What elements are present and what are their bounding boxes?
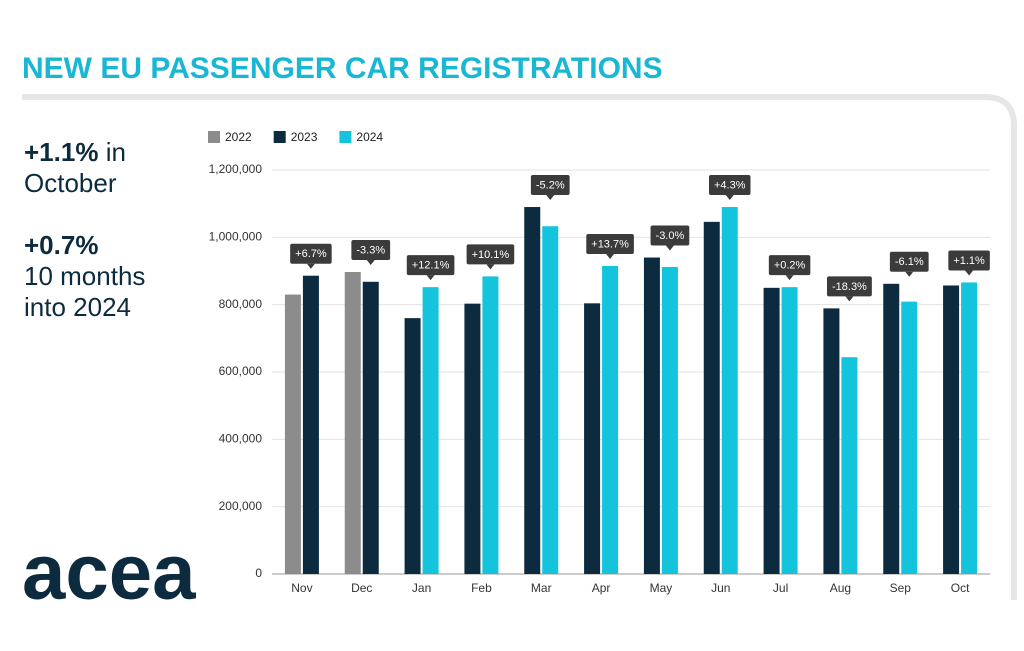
annotation-box: [290, 243, 332, 264]
annotation-box: [889, 251, 929, 272]
x-tick-label: Oct: [951, 581, 970, 595]
y-tick-label: 1,000,000: [209, 230, 263, 244]
logo: acea: [22, 528, 196, 616]
bar: [362, 281, 379, 574]
x-tick-label: Mar: [531, 581, 552, 595]
bar: [464, 303, 481, 574]
annotation-pointer: [486, 264, 495, 270]
annotation-label: +1.1%: [953, 255, 985, 267]
bar: [643, 257, 660, 574]
legend-swatch: [273, 131, 286, 143]
bar: [302, 275, 319, 574]
x-tick-label: Feb: [471, 581, 492, 595]
x-tick-label: Jan: [412, 581, 431, 595]
annotation-label: -6.1%: [895, 256, 924, 268]
annotation-pointer: [905, 271, 914, 277]
highlight: +1.1% in October: [24, 137, 174, 199]
y-tick-label: 600,000: [219, 364, 263, 378]
y-tick-label: 0: [255, 566, 262, 580]
x-tick-label: May: [650, 581, 673, 595]
y-tick-label: 800,000: [219, 297, 263, 311]
bar: [584, 303, 601, 574]
highlight-caption: 10 months into 2024: [24, 261, 146, 322]
annotation-box: [709, 175, 751, 196]
bar: [482, 276, 499, 574]
annotation-box: [406, 255, 455, 276]
legend-label: 2023: [291, 130, 318, 144]
bar: [901, 301, 918, 574]
annotation-label: +6.7%: [295, 248, 327, 260]
annotation-label: -3.0%: [656, 230, 685, 242]
bar: [404, 318, 421, 574]
annotation-pointer: [785, 275, 794, 281]
bar: [721, 207, 738, 575]
annotation-label: +4.3%: [714, 179, 746, 191]
annotation-box: [351, 240, 391, 261]
annotation-box: [530, 175, 570, 196]
x-tick-label: Jul: [773, 581, 788, 595]
x-tick-label: Sep: [890, 581, 912, 595]
annotation-box: [650, 225, 690, 246]
highlight-figure: +1.1%: [24, 137, 99, 167]
annotation-pointer: [965, 270, 974, 276]
x-tick-label: Jun: [711, 581, 730, 595]
legend-label: 2024: [356, 130, 383, 144]
bar: [661, 266, 678, 574]
annotation-box: [586, 233, 634, 254]
annotation-box: [768, 255, 811, 276]
annotation-label: +12.1%: [412, 260, 450, 272]
legend-label: 2022: [225, 130, 252, 144]
y-tick-label: 1,200,000: [209, 162, 263, 176]
annotation-box: [466, 244, 515, 265]
bar: [422, 287, 439, 574]
highlight-caption: in October: [24, 137, 126, 198]
x-tick-label: Dec: [351, 581, 372, 595]
annotation-pointer: [546, 195, 555, 201]
annotation-pointer: [306, 263, 315, 269]
chart-title: NEW EU PASSENGER CAR REGISTRATIONS: [22, 52, 663, 85]
bar: [823, 308, 840, 574]
bar: [542, 226, 559, 574]
annotation-box: [948, 250, 990, 271]
annotation-box: [826, 276, 872, 297]
x-tick-label: Nov: [291, 581, 312, 595]
annotation-label: +0.2%: [774, 260, 806, 272]
annotation-label: +10.1%: [472, 249, 510, 261]
bar: [284, 294, 301, 574]
annotation-label: +13.7%: [591, 238, 629, 250]
bar: [602, 265, 619, 574]
annotation-pointer: [366, 260, 375, 266]
annotation-label: -18.3%: [832, 281, 867, 293]
bar: [841, 357, 858, 574]
bar: [943, 285, 960, 574]
x-tick-label: Apr: [592, 581, 611, 595]
bar: [883, 283, 900, 574]
annotation-pointer: [665, 245, 674, 251]
bar: [781, 287, 798, 574]
highlight: +0.7% 10 months into 2024: [24, 230, 174, 323]
x-tick-label: Aug: [830, 581, 851, 595]
bar: [763, 287, 780, 574]
legend-swatch: [339, 131, 352, 143]
annotation-label: -5.2%: [536, 179, 565, 191]
bar: [344, 272, 361, 574]
y-tick-label: 200,000: [219, 499, 263, 513]
annotation-pointer: [606, 253, 615, 259]
annotation-pointer: [845, 296, 854, 302]
annotation-pointer: [725, 195, 734, 201]
y-tick-label: 400,000: [219, 432, 263, 446]
card-border: [22, 94, 1017, 600]
legend-swatch: [208, 131, 220, 143]
annotation-label: -3.3%: [356, 244, 385, 256]
annotation-pointer: [426, 275, 435, 281]
bar: [961, 282, 978, 574]
highlight-figure: +0.7%: [24, 230, 99, 260]
bar: [524, 207, 541, 575]
bar: [703, 221, 720, 574]
